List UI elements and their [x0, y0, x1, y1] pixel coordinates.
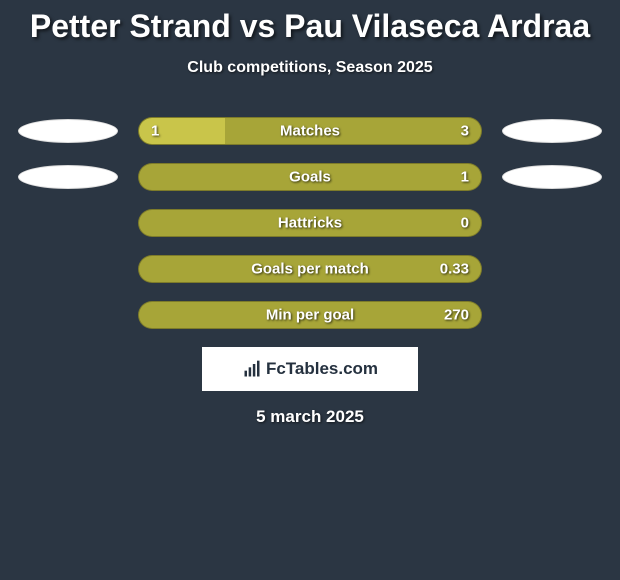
- infographic-container: Petter Strand vs Pau Vilaseca Ardraa Clu…: [0, 0, 620, 427]
- stat-row: Min per goal 270: [0, 301, 620, 329]
- brand-badge: FcTables.com: [202, 347, 418, 391]
- stat-label: Matches: [280, 123, 340, 140]
- page-subtitle: Club competitions, Season 2025: [187, 59, 432, 77]
- stat-bar: Goals per match 0.33: [138, 255, 482, 283]
- team-logo-right: [500, 117, 604, 145]
- stat-label: Goals: [289, 169, 331, 186]
- stat-bar: Goals 1: [138, 163, 482, 191]
- logo-ellipse-icon: [18, 165, 118, 189]
- team-logo-left: [16, 301, 120, 329]
- stat-row: Goals 1: [0, 163, 620, 191]
- team-logo-right: [500, 163, 604, 191]
- stat-right-value: 0: [461, 215, 469, 232]
- logo-ellipse-icon: [18, 119, 118, 143]
- chart-icon: [242, 359, 262, 379]
- team-logo-left: [16, 163, 120, 191]
- team-logo-left: [16, 117, 120, 145]
- stat-bar: 1 Matches 3: [138, 117, 482, 145]
- stat-row: Goals per match 0.33: [0, 255, 620, 283]
- stat-rows: 1 Matches 3 Goals 1 Hattricks 0 Goals per match…: [0, 117, 620, 329]
- team-logo-left: [16, 255, 120, 283]
- stat-right-value: 270: [444, 307, 469, 324]
- team-logo-right: [500, 255, 604, 283]
- team-logo-right: [500, 301, 604, 329]
- stat-right-value: 3: [461, 123, 469, 140]
- stat-bar: Min per goal 270: [138, 301, 482, 329]
- logo-ellipse-icon: [502, 165, 602, 189]
- stat-right-value: 0.33: [440, 261, 469, 278]
- team-logo-left: [16, 209, 120, 237]
- stat-label: Goals per match: [251, 261, 369, 278]
- date-label: 5 march 2025: [256, 407, 364, 427]
- logo-ellipse-icon: [502, 119, 602, 143]
- stat-label: Hattricks: [278, 215, 342, 232]
- stat-left-value: 1: [151, 123, 159, 140]
- brand-text: FcTables.com: [266, 359, 378, 379]
- stat-row: Hattricks 0: [0, 209, 620, 237]
- page-title: Petter Strand vs Pau Vilaseca Ardraa: [30, 8, 590, 45]
- stat-label: Min per goal: [266, 307, 354, 324]
- stat-right-value: 1: [461, 169, 469, 186]
- team-logo-right: [500, 209, 604, 237]
- stat-bar: Hattricks 0: [138, 209, 482, 237]
- stat-row: 1 Matches 3: [0, 117, 620, 145]
